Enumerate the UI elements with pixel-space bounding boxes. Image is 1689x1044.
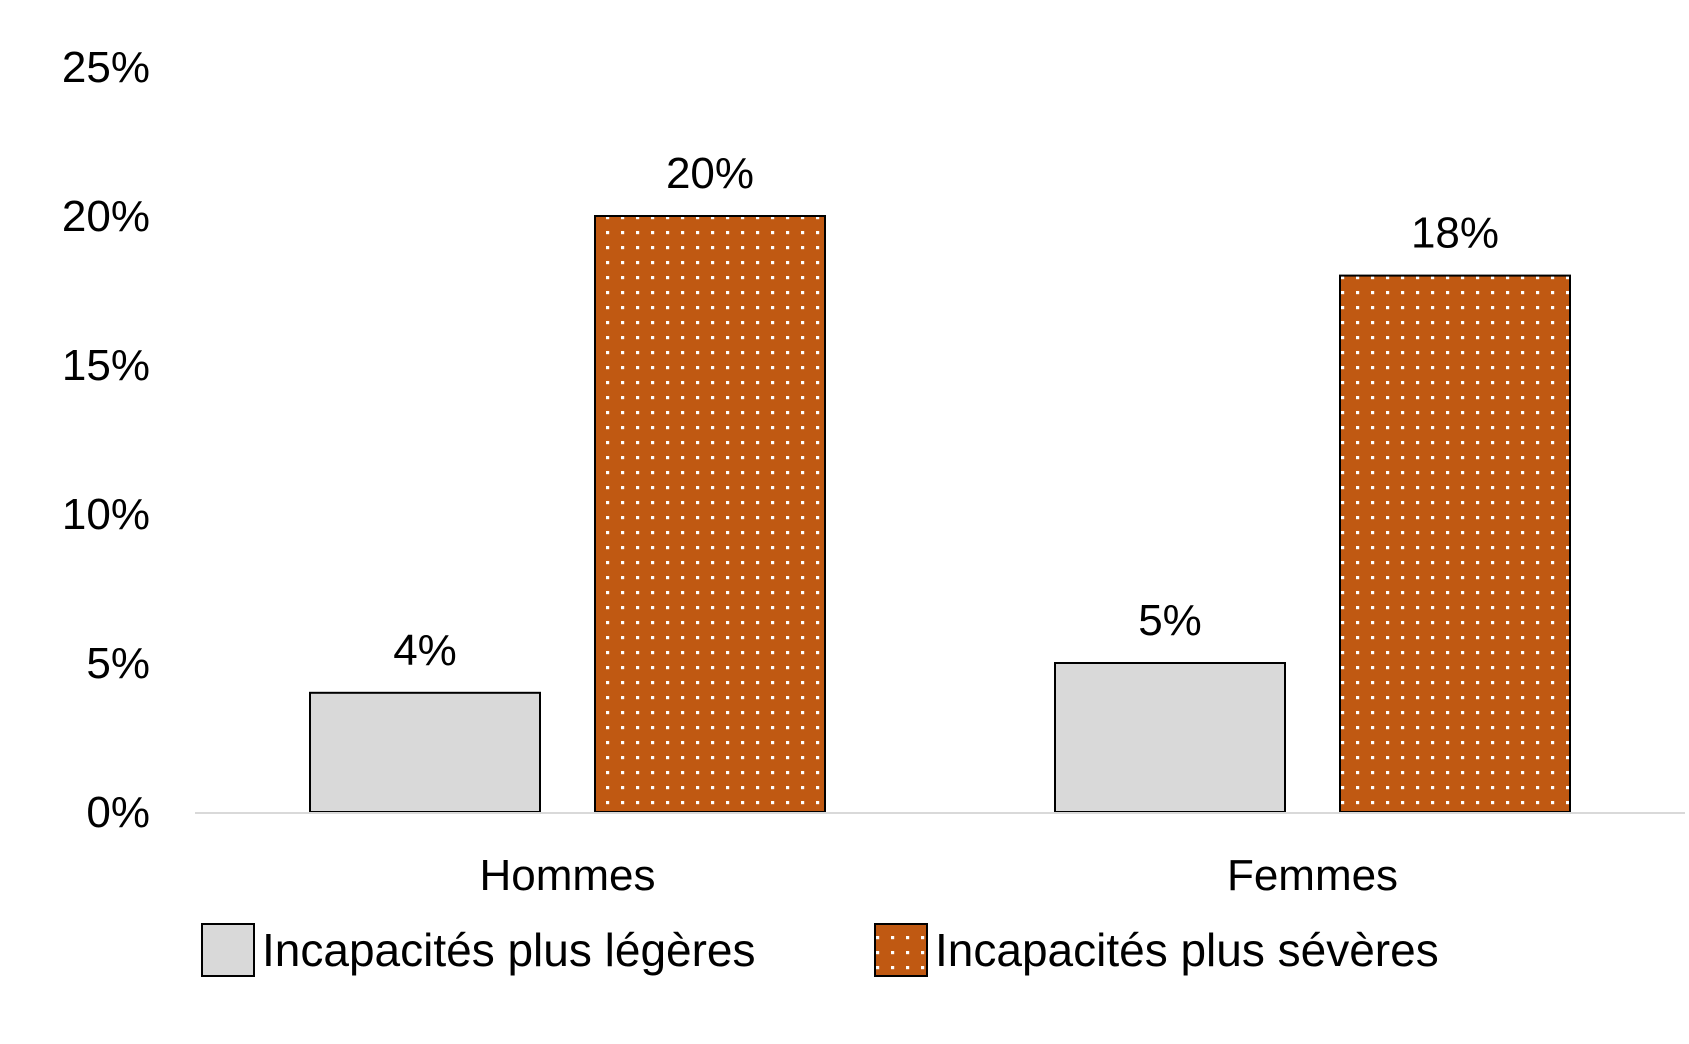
data-label: 20%: [666, 149, 754, 198]
data-label: 18%: [1411, 209, 1499, 258]
data-label: 4%: [393, 626, 457, 675]
y-tick-label: 15%: [62, 341, 150, 390]
legend-label: Incapacités plus sévères: [935, 924, 1439, 976]
bar-severes-femmes: [1339, 274, 1571, 814]
legend-swatch: [201, 923, 255, 977]
x-axis: Hommes Femmes: [479, 851, 1398, 900]
data-labels: 4% 20% 5% 18%: [393, 149, 1499, 675]
bar-legeres-hommes: [309, 691, 541, 813]
y-tick-label: 25%: [62, 43, 150, 92]
y-tick-label: 20%: [62, 192, 150, 241]
legend-label: Incapacités plus légères: [262, 924, 756, 976]
y-axis: 0% 5% 10% 15% 20% 25%: [62, 43, 150, 837]
legend-swatch: [874, 923, 928, 977]
data-label: 5%: [1138, 596, 1202, 645]
x-category-label: Femmes: [1227, 851, 1398, 900]
y-tick-label: 0%: [86, 788, 150, 837]
bars: [309, 215, 1571, 814]
bar-severes-hommes: [594, 215, 826, 813]
x-category-label: Hommes: [479, 851, 655, 900]
bar-legeres-femmes: [1054, 662, 1286, 813]
y-tick-label: 10%: [62, 490, 150, 539]
legend: Incapacités plus légères Incapacités plus…: [201, 923, 1439, 977]
y-tick-label: 5%: [86, 639, 150, 688]
